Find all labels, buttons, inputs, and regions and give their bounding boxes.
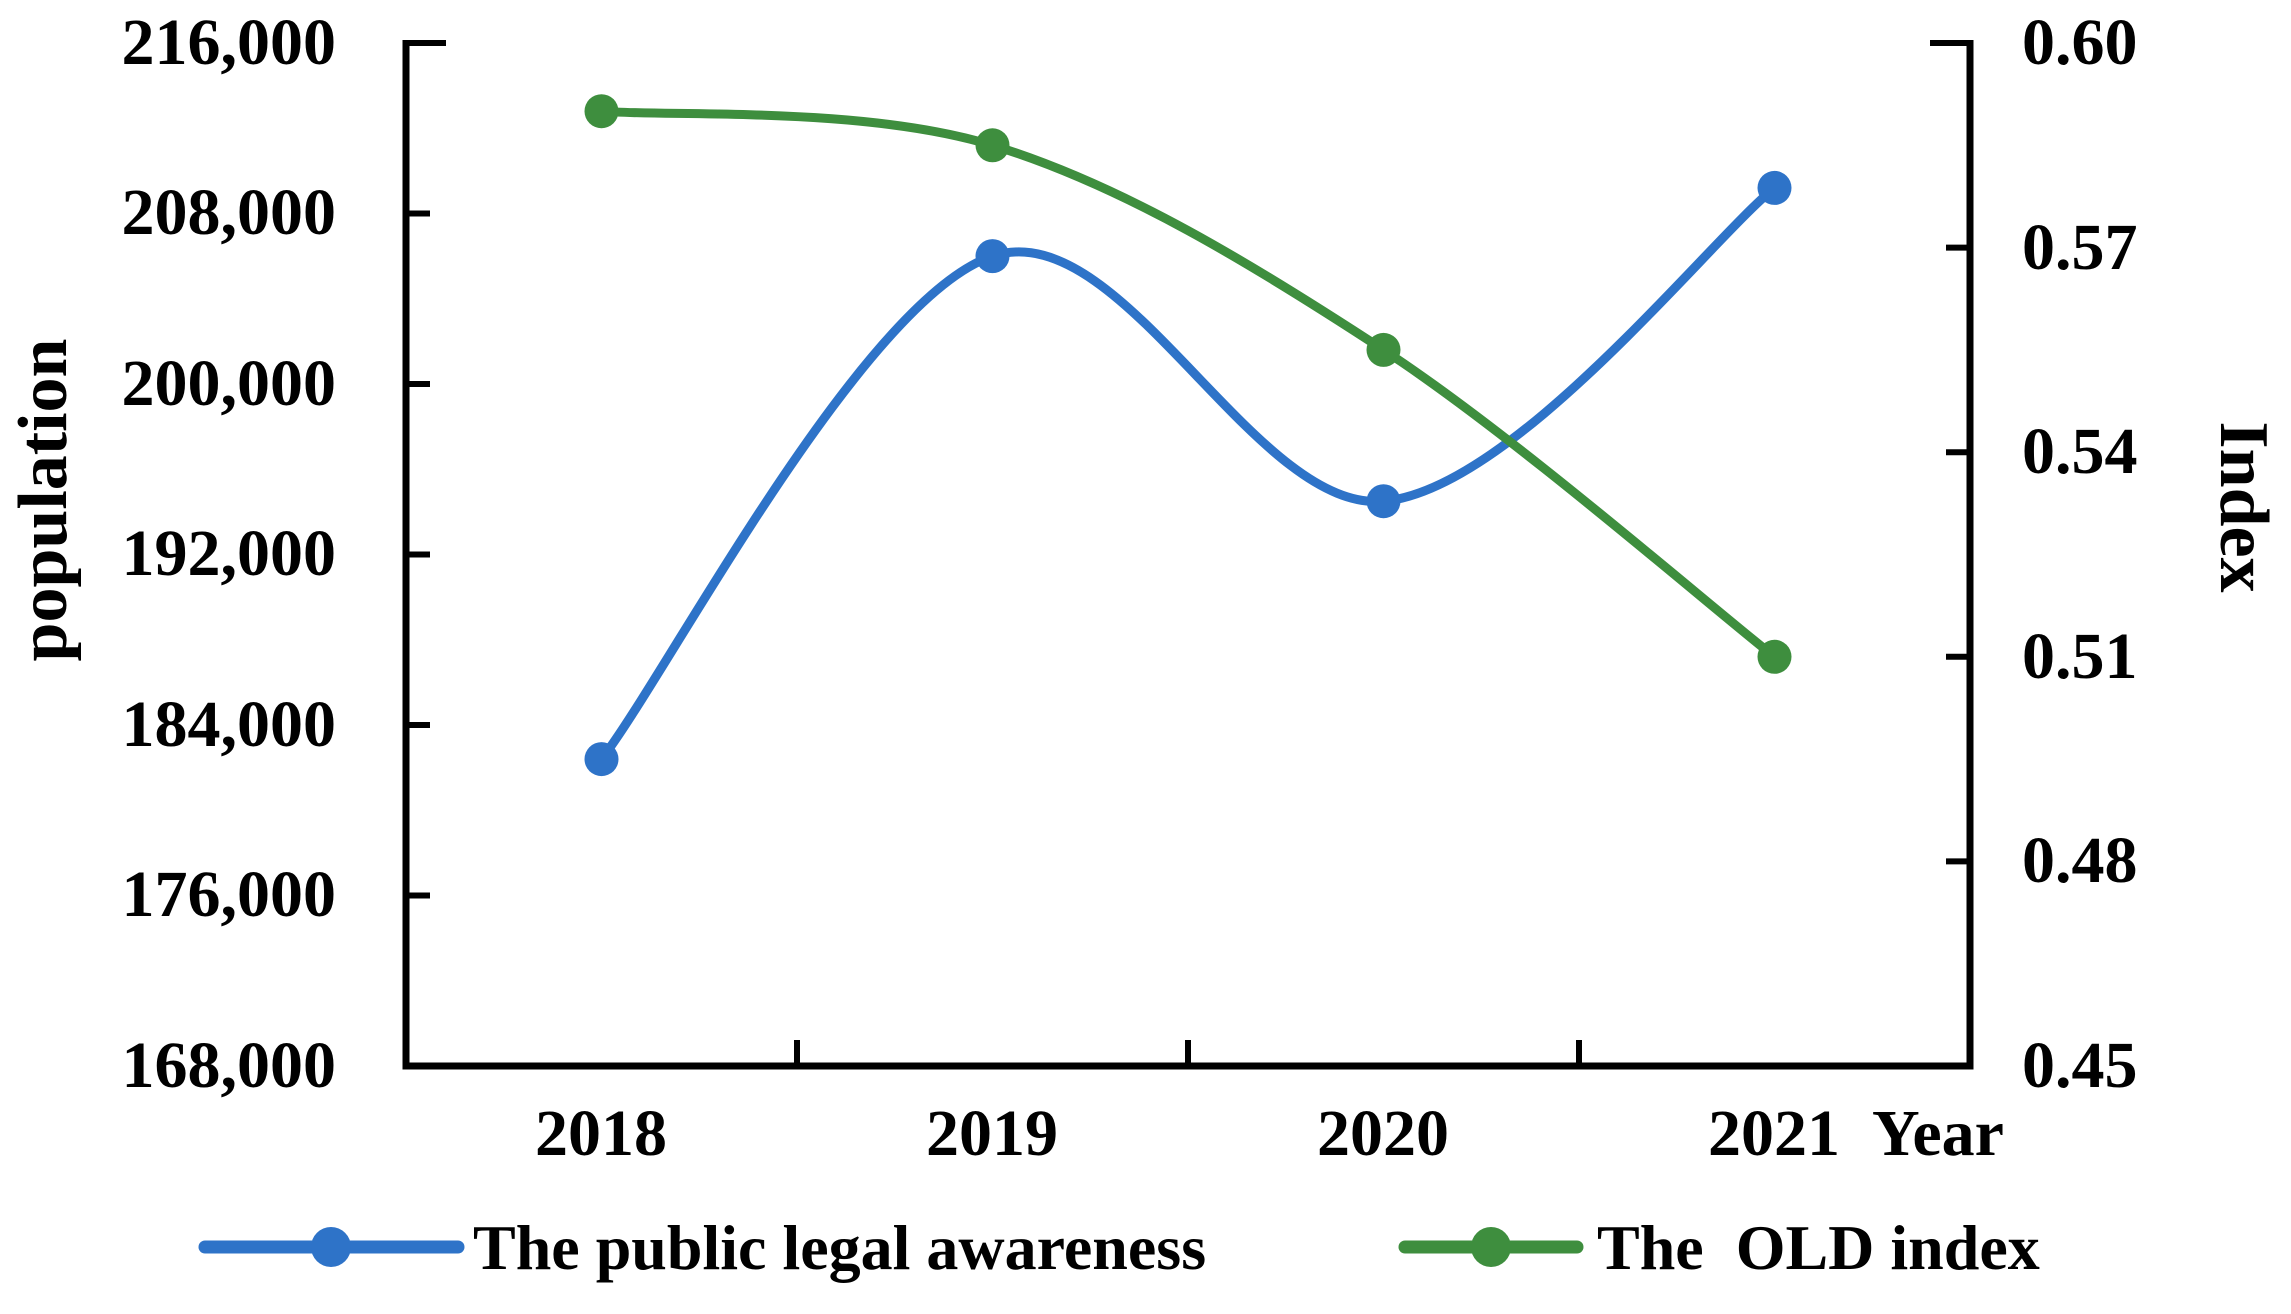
right-axis-tick-label: 0.45 [2022,1029,2138,1102]
legend-label-public-legal-awareness: The public legal awareness [473,1212,1207,1283]
x-axis-tick-label: 2021 [1708,1097,1840,1170]
legend-label-old-index: The OLD index [1597,1212,2040,1283]
left-axis-tick-label: 184,000 [121,688,337,761]
right-axis-title: Index [2205,421,2282,593]
right-axis-tick-label: 0.54 [2022,415,2138,488]
x-axis-tick-label: 2019 [926,1097,1058,1170]
x-axis-tick-label: 2020 [1317,1097,1449,1170]
left-axis-tick-label: 200,000 [121,347,337,420]
left-axis-tick-label: 168,000 [121,1029,337,1102]
right-axis-tick-label: 0.60 [2022,6,2138,79]
left-axis-tick-label: 208,000 [121,176,337,249]
x-axis-tick-label: 2018 [535,1097,667,1170]
right-axis-tick-label: 0.57 [2022,211,2138,284]
right-axis-tick-label: 0.51 [2022,620,2138,693]
x-axis-title: Year [1872,1097,2004,1170]
left-axis-tick-label: 176,000 [121,858,337,931]
left-axis-title: population [5,338,82,662]
right-axis-tick-label: 0.48 [2022,824,2138,897]
left-axis-tick-label: 192,000 [121,517,337,590]
left-axis-tick-label: 216,000 [121,6,337,79]
